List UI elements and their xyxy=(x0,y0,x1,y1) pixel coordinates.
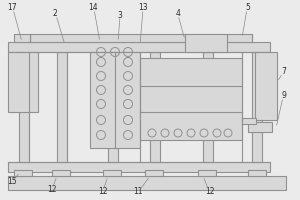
Text: 7: 7 xyxy=(282,68,286,76)
Bar xyxy=(252,52,262,162)
Bar xyxy=(14,170,32,176)
Bar xyxy=(248,122,272,132)
Text: 12: 12 xyxy=(205,188,215,196)
Text: 5: 5 xyxy=(246,3,250,12)
Bar xyxy=(140,58,242,140)
Bar xyxy=(248,170,266,176)
Bar xyxy=(203,52,213,162)
Text: 3: 3 xyxy=(118,10,122,20)
Bar xyxy=(19,52,29,162)
Bar xyxy=(57,52,67,162)
Bar xyxy=(185,34,227,52)
Bar xyxy=(14,34,30,42)
Bar xyxy=(30,34,252,42)
Bar xyxy=(242,118,256,124)
Text: 2: 2 xyxy=(52,9,57,19)
Bar xyxy=(52,170,70,176)
Bar xyxy=(108,52,118,162)
Bar xyxy=(103,170,121,176)
Bar xyxy=(255,52,277,120)
Text: 9: 9 xyxy=(282,92,286,100)
Text: 11: 11 xyxy=(133,188,143,196)
Bar xyxy=(8,176,286,190)
Bar xyxy=(8,52,38,112)
Text: 12: 12 xyxy=(47,186,57,194)
Bar xyxy=(90,52,140,148)
Text: 17: 17 xyxy=(7,3,17,12)
Bar xyxy=(145,170,163,176)
Bar xyxy=(198,170,216,176)
Bar xyxy=(150,52,160,162)
Text: 15: 15 xyxy=(7,178,17,186)
Bar xyxy=(8,42,270,52)
Text: 4: 4 xyxy=(176,9,180,19)
Bar xyxy=(8,162,270,172)
Text: 12: 12 xyxy=(98,188,108,196)
Text: 14: 14 xyxy=(88,3,98,12)
Text: 13: 13 xyxy=(138,3,148,12)
